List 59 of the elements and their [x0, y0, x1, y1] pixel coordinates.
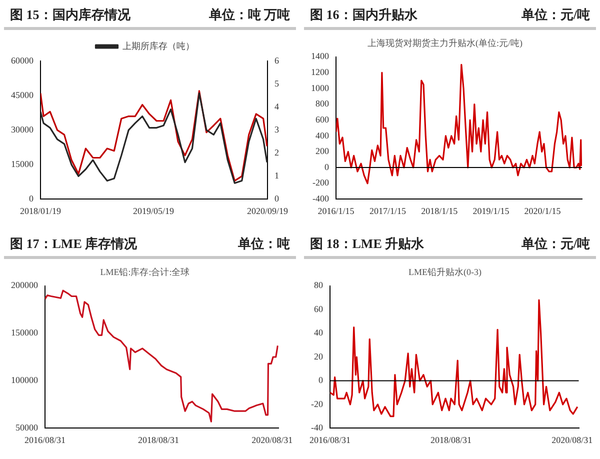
- y-tick-label: 60: [314, 304, 324, 314]
- y2-tick-label: 3: [274, 124, 280, 134]
- y-tick-label: 100000: [11, 375, 38, 386]
- x-tick-label: 2016/08/31: [24, 434, 66, 445]
- y-tick-label: -400: [312, 194, 330, 204]
- x-tick-label: 2020/1/15: [524, 206, 562, 216]
- x-tick-label: 2018/08/31: [138, 434, 179, 445]
- y-tick-label: 200000: [11, 280, 38, 290]
- y2-tick-label: 0: [274, 194, 280, 204]
- text: 单位：吨 万吨: [208, 7, 290, 22]
- y-tick-label: 800: [316, 98, 330, 109]
- text: 单位：元/吨: [521, 7, 590, 22]
- y2-tick-label: 2: [274, 147, 279, 158]
- y-tick-label: 20: [314, 351, 324, 362]
- x-tick-label: 2019/1/15: [472, 206, 510, 216]
- y-tick-label: 200: [316, 146, 330, 156]
- y2-tick-label: 5: [274, 78, 280, 88]
- y-tick-label: 15000: [11, 159, 34, 170]
- text: 单位：吨: [238, 236, 290, 251]
- y-tick-label: 45000: [11, 90, 34, 100]
- x-tick-label: 2019/05/19: [133, 206, 175, 216]
- y-tick-label: 1200: [311, 66, 330, 77]
- y-tick-label: -200: [312, 178, 330, 188]
- y-tick-label: 400: [316, 130, 330, 140]
- x-tick-label: 2017/1/15: [369, 206, 406, 216]
- y-tick-label: -40: [310, 422, 324, 433]
- chart-title: 图 17：LME 库存情况: [10, 235, 138, 253]
- y-tick-label: 50000: [16, 422, 38, 433]
- chart-subtitle: 上海现货对期货主力升贴水(单位:元/吨): [368, 38, 522, 48]
- x-tick-label: 2016/08/31: [309, 434, 351, 445]
- y-tick-label: 60000: [11, 55, 34, 66]
- chart-subtitle: LME铅:库存:合计:全球: [100, 266, 190, 277]
- y2-tick-label: 6: [274, 55, 280, 66]
- y-tick-label: 150000: [11, 328, 38, 338]
- legend-label: 上期所库存（吨）: [122, 40, 194, 51]
- chart-title: 图 18：LME 升贴水: [310, 235, 424, 253]
- text: 单位：元/吨: [521, 236, 590, 251]
- y-tick-label: 1000: [311, 82, 330, 93]
- y-tick-label: 600: [316, 114, 330, 124]
- y-tick-label: 0: [29, 194, 34, 204]
- y-tick-label: 30000: [11, 124, 34, 134]
- x-tick-label: 2020/09/19: [246, 206, 288, 216]
- x-tick-label: 2020/08/31: [252, 434, 293, 445]
- x-tick-label: 2018/1/15: [421, 206, 458, 216]
- x-tick-label: 2020/08/31: [552, 434, 593, 445]
- y2-tick-label: 4: [274, 101, 280, 112]
- x-tick-label: 2018/01/19: [20, 206, 62, 216]
- chart-title: 图 16：国内升贴水: [310, 6, 418, 24]
- chart-title: 图 15：国内库存情况: [10, 6, 130, 24]
- chart-subtitle: LME铅升贴水(0-3): [408, 266, 482, 277]
- y-tick-label: 1400: [311, 51, 330, 62]
- y-tick-label: 0: [324, 162, 330, 172]
- y-tick-label: 80: [314, 280, 324, 290]
- y-tick-label: 0: [318, 375, 324, 386]
- x-tick-label: 2018/08/31: [430, 434, 472, 445]
- x-tick-label: 2016/1/15: [318, 206, 355, 216]
- y2-tick-label: 1: [274, 170, 279, 181]
- y-tick-label: -20: [310, 398, 324, 409]
- y-tick-label: 40: [314, 328, 324, 338]
